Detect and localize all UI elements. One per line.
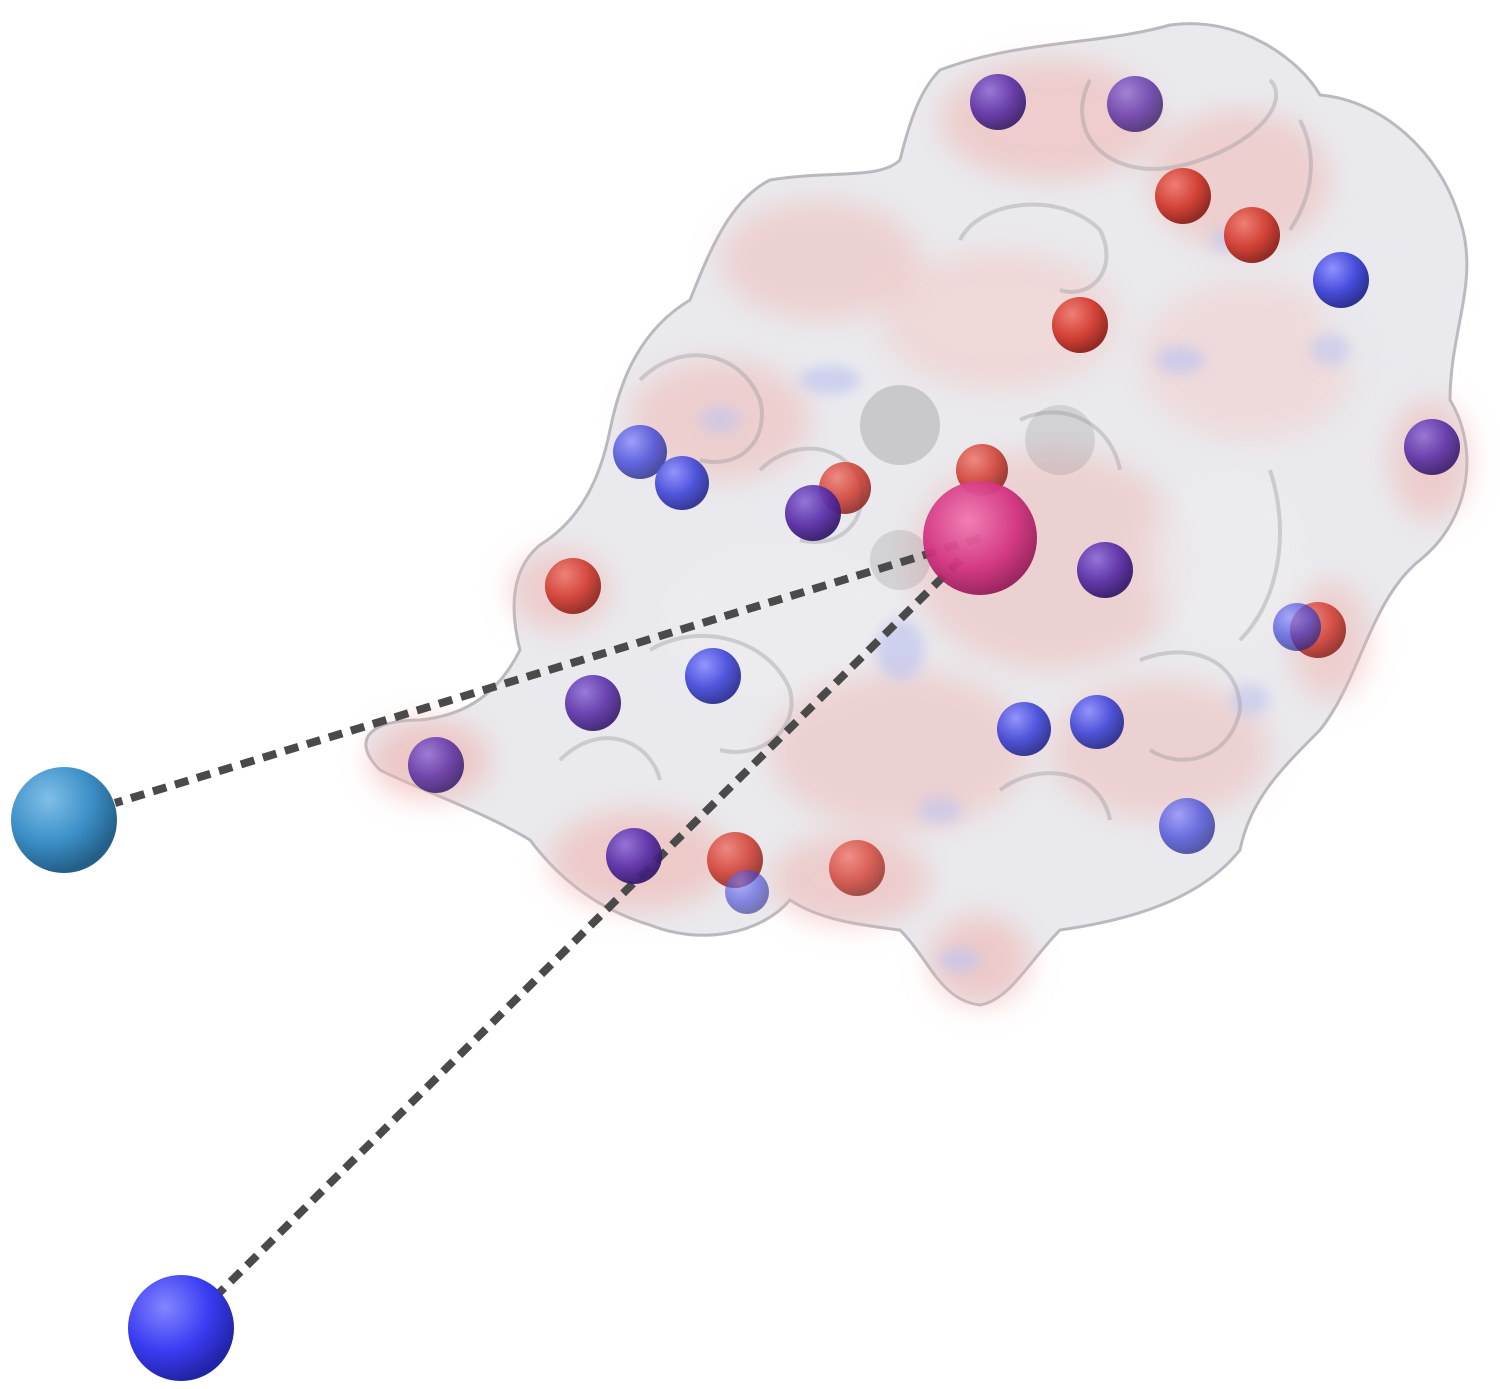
surface-ridges	[558, 78, 1313, 821]
basic-atom	[655, 456, 709, 510]
basic-atom	[1070, 695, 1124, 749]
basic-atom	[725, 870, 769, 914]
basic-atom	[685, 648, 741, 704]
basic-atom	[1313, 252, 1369, 308]
acidic-atom	[1155, 168, 1211, 224]
basic-atom	[1404, 419, 1460, 475]
basic-atom	[408, 737, 464, 793]
buried-grey-spheres	[860, 385, 1095, 590]
central-ligand-sphere	[923, 481, 1037, 595]
basic-atom	[1273, 603, 1321, 651]
basic-atom	[613, 425, 667, 479]
distance-line-a	[113, 534, 982, 807]
remote-sphere-sky	[11, 767, 117, 873]
acidic-atom	[1224, 207, 1280, 263]
distance-line-b	[209, 557, 963, 1303]
basic-atom	[785, 485, 841, 541]
distance-lines	[113, 534, 982, 1303]
acidic-atom	[545, 558, 601, 614]
basic-atom	[1077, 542, 1133, 598]
basic-atom	[606, 828, 662, 884]
basic-atom	[970, 74, 1026, 130]
basic-atom	[565, 675, 621, 731]
basic-atom	[1159, 798, 1215, 854]
remote-sphere-blue	[128, 1275, 234, 1381]
basic-atoms	[408, 74, 1460, 914]
surface-negative-patches	[700, 228, 1350, 972]
acidic-atom	[1052, 297, 1108, 353]
acidic-atom	[829, 840, 885, 896]
basic-atom	[997, 702, 1051, 756]
basic-atom	[1107, 76, 1163, 132]
